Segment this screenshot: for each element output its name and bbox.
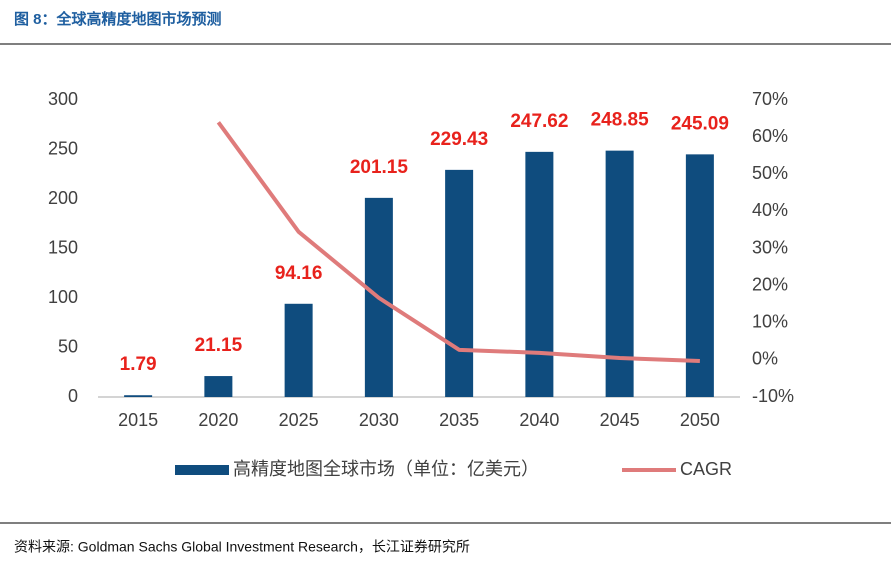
line — [216, 121, 700, 363]
x-tick-label: 2035 — [439, 410, 479, 430]
value-label: 21.15 — [195, 335, 243, 356]
value-label: 245.09 — [671, 113, 729, 134]
y-tick-label: 300 — [48, 89, 78, 109]
x-tick-label: 2045 — [600, 410, 640, 430]
value-label: 247.62 — [510, 111, 568, 132]
bar — [525, 151, 554, 397]
x-tick-label: 2040 — [519, 410, 559, 430]
legend-label: CAGR — [680, 459, 732, 479]
y2-tick-label: 40% — [752, 200, 788, 220]
y-tick-label: 150 — [48, 237, 78, 257]
y2-tick-label: 30% — [752, 237, 788, 257]
y-tick-label: 250 — [48, 138, 78, 158]
y2-tick-label: 0% — [752, 349, 778, 369]
value-label: 229.43 — [430, 129, 488, 150]
value-label: 1.79 — [120, 354, 157, 375]
bar — [284, 303, 313, 397]
y-tick-label: 50 — [58, 336, 78, 356]
y2-tick-label: 10% — [752, 312, 788, 332]
y2-tick-label: 50% — [752, 163, 788, 183]
bar — [124, 395, 153, 397]
bar — [685, 154, 714, 397]
x-tick-label: 2020 — [198, 410, 238, 430]
value-label: 248.85 — [591, 110, 650, 131]
y2-tick-label: -10% — [752, 386, 794, 406]
legend-label: 高精度地图全球市场（单位：亿美元） — [233, 459, 539, 479]
y-tick-label: 100 — [48, 287, 78, 307]
bar — [204, 376, 233, 397]
y2-tick-label: 70% — [752, 89, 788, 109]
source: 资料来源: Goldman Sachs Global Investment Re… — [14, 539, 470, 555]
x-tick-label: 2030 — [359, 410, 399, 430]
value-label: 94.16 — [275, 263, 323, 284]
x-tick-label: 2050 — [680, 410, 720, 430]
y-tick-label: 0 — [68, 386, 78, 406]
y2-tick-label: 60% — [752, 126, 788, 146]
value-label: 201.15 — [350, 157, 409, 178]
y-tick-label: 200 — [48, 188, 78, 208]
x-tick-label: 2025 — [279, 410, 319, 430]
chart-title: 图 8：全球高精度地图市场预测 — [14, 10, 222, 28]
legend-swatch — [175, 465, 229, 475]
y2-tick-label: 20% — [752, 274, 788, 294]
x-tick-label: 2015 — [118, 410, 158, 430]
bar — [445, 169, 474, 397]
